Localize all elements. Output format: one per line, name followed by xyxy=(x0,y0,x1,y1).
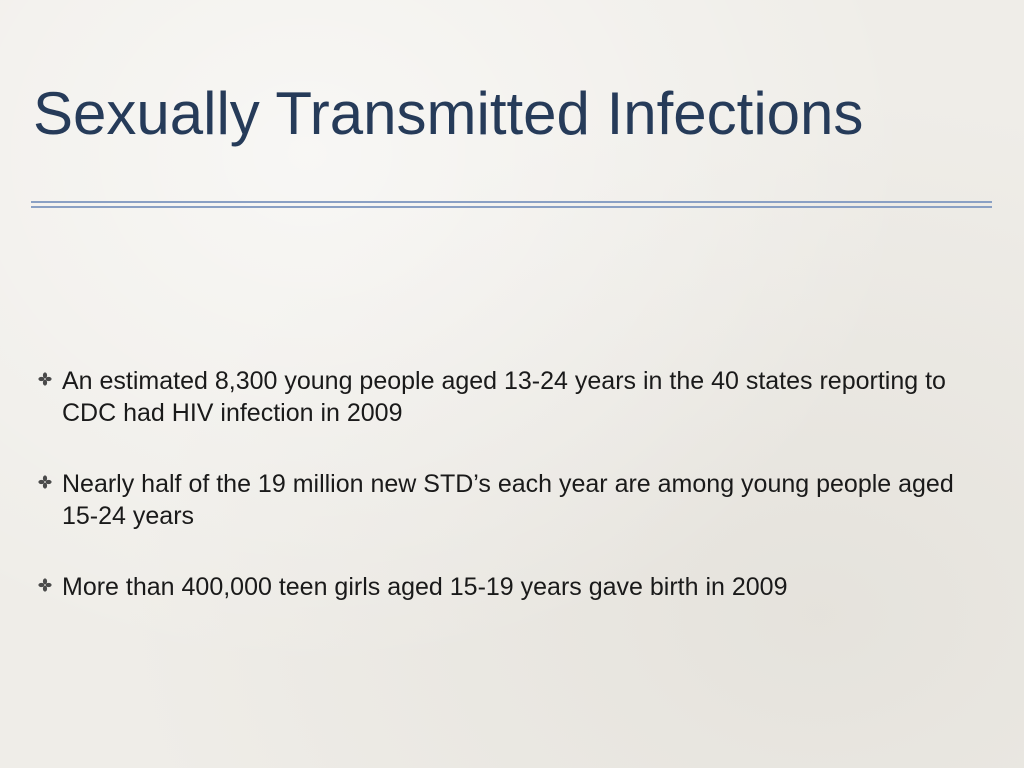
slide-title: Sexually Transmitted Infections xyxy=(33,80,864,147)
four-petal-flower-icon xyxy=(38,578,52,592)
bullet-text: More than 400,000 teen girls aged 15-19 … xyxy=(62,573,788,601)
four-petal-flower-icon xyxy=(38,475,52,489)
four-petal-flower-icon xyxy=(38,372,52,386)
title-divider-bottom xyxy=(31,206,992,208)
bullet-text: An estimated 8,300 young people aged 13-… xyxy=(62,367,946,427)
bullet-text: Nearly half of the 19 million new STD’s … xyxy=(62,470,954,530)
title-divider-top xyxy=(31,201,992,203)
